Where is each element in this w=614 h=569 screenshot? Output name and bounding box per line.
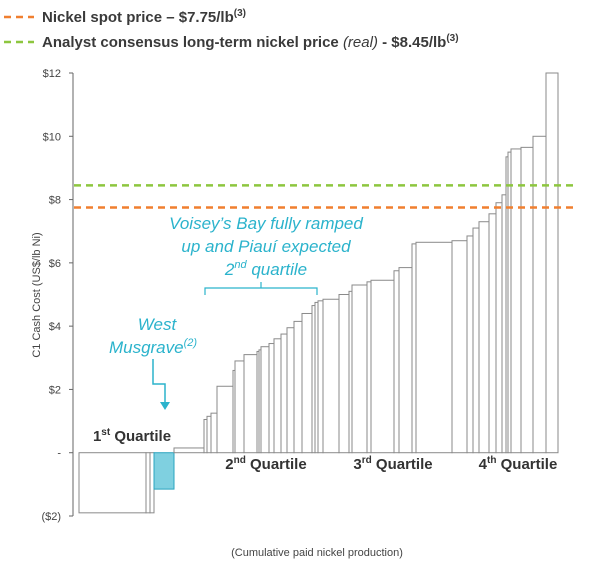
y-tick-label-7: ($2): [41, 511, 61, 523]
y-tick-label-0: $12: [43, 68, 61, 80]
bar-16: [273, 338, 282, 454]
legend-label-spot-price: Nickel spot price – $7.75/lb(3): [42, 8, 246, 26]
annotation-voiseys-bracket: [204, 282, 318, 295]
annotation-voiseys-line-3: 2nd quartile: [224, 259, 307, 279]
y-tick-label-4: $4: [49, 321, 61, 333]
annotation-west-line-1: West: [138, 315, 178, 334]
bar-40: [501, 194, 507, 454]
quartile-label-3: 3rd Quartile: [353, 455, 432, 473]
y-axis-title: C1 Cash Cost (US$/lb Ni): [31, 232, 43, 357]
bar-31: [398, 267, 413, 454]
annotation-voiseys-line-1: Voisey’s Bay fully ramped: [169, 214, 363, 233]
legend-item-consensus-price: Analyst consensus long-term nickel price…: [4, 33, 459, 51]
y-tick-label-1: $10: [43, 131, 61, 143]
bar-46: [545, 72, 559, 454]
bar-35: [466, 235, 474, 454]
bar-8: [216, 385, 234, 454]
bar-6: [206, 415, 212, 454]
annotation-voiseys-line-2: up and Piauí expected: [181, 237, 351, 256]
quartile-label-2: 2nd Quartile: [225, 455, 306, 473]
bar-45: [532, 135, 547, 454]
legend-label-consensus-price: Analyst consensus long-term nickel price…: [42, 33, 459, 51]
bar-17: [280, 333, 288, 454]
bar-23: [317, 300, 324, 454]
bar-25: [338, 294, 350, 454]
bar-west-musgrave: [153, 452, 175, 490]
bars-group: [78, 72, 559, 514]
annotation-voiseys-bay: Voisey’s Bay fully ramped up and Piauí e…: [169, 214, 363, 295]
bar-39: [495, 202, 503, 454]
bar-43: [510, 148, 522, 454]
bar-0: [78, 452, 147, 514]
quartile-label-4: 4th Quartile: [479, 455, 558, 473]
bar-2: [149, 452, 155, 514]
bar-19: [293, 320, 303, 454]
annotation-west-arrow-head: [160, 402, 170, 410]
bar-27: [351, 284, 368, 454]
bar-15: [268, 343, 275, 454]
quartile-labels: 1st Quartile 2nd Quartile 3rd Quartile 4…: [93, 427, 557, 473]
y-tick-label-5: $2: [49, 384, 61, 396]
annotation-west-line-2: Musgrave(2): [109, 337, 197, 357]
bar-4: [173, 447, 205, 454]
bar-38: [488, 213, 497, 454]
y-tick-label-6: -: [57, 448, 61, 460]
quartile-label-1: 1st Quartile: [93, 427, 171, 445]
bar-24: [322, 298, 340, 454]
bar-28: [366, 281, 372, 454]
annotation-west-musgrave: West Musgrave(2): [109, 315, 197, 410]
bar-32: [411, 243, 417, 454]
bar-34: [451, 240, 468, 454]
bar-37: [478, 221, 490, 454]
bar-10: [234, 360, 245, 454]
bar-7: [210, 412, 218, 454]
x-axis-title: (Cumulative paid nickel production): [231, 547, 403, 559]
bar-44: [520, 146, 534, 454]
y-axis-ticks: $12 $10 $8 $6 $4 $2 - ($2): [41, 68, 73, 523]
bar-30: [393, 270, 400, 454]
y-tick-label-3: $6: [49, 258, 61, 270]
bar-20: [301, 312, 313, 454]
bar-11: [243, 354, 258, 454]
bar-18: [286, 327, 295, 454]
bar-1: [145, 452, 151, 514]
bar-36: [472, 227, 480, 454]
bar-14: [260, 346, 270, 454]
y-tick-label-2: $8: [49, 195, 61, 207]
bar-29: [370, 279, 395, 454]
bar-33: [415, 241, 453, 454]
legend: Nickel spot price – $7.75/lb(3) Analyst …: [4, 8, 459, 51]
legend-item-spot-price: Nickel spot price – $7.75/lb(3): [4, 8, 246, 26]
annotation-west-arrow-line: [152, 359, 166, 402]
